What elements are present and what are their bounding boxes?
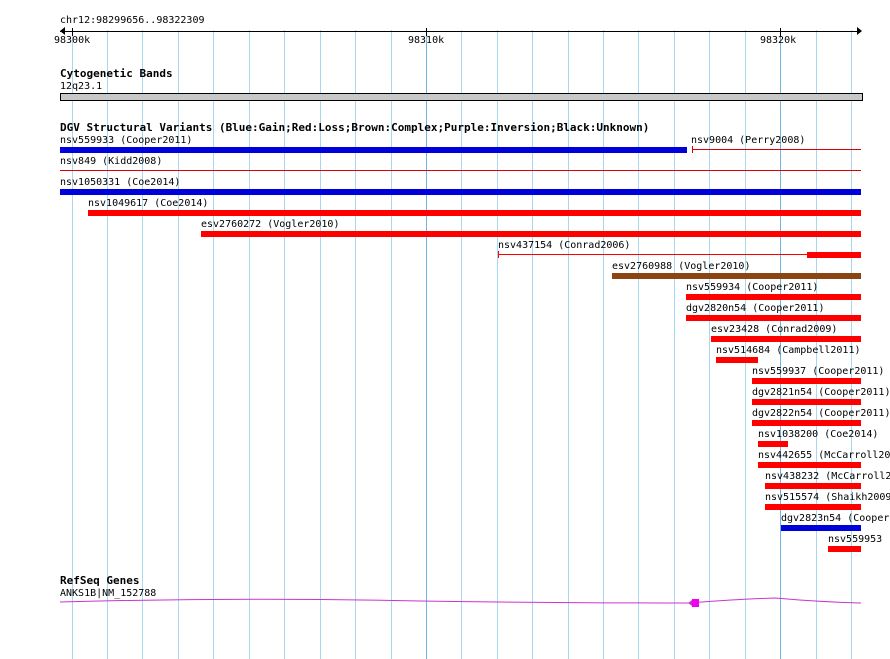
variant-bar[interactable]: [752, 420, 861, 426]
variant-label[interactable]: nsv559953 (: [828, 534, 890, 545]
variant-label[interactable]: nsv1049617 (Coe2014): [88, 198, 209, 209]
variant-bar[interactable]: [88, 210, 861, 216]
track-title-cytobands[interactable]: Cytogenetic Bands: [60, 67, 173, 80]
variant-line[interactable]: [692, 149, 861, 150]
variant-bar[interactable]: [807, 252, 861, 258]
region-label: chr12:98299656..98322309: [60, 15, 205, 26]
track-title-refseq[interactable]: RefSeq Genes: [60, 574, 140, 587]
variant-bar[interactable]: [711, 336, 861, 342]
variant-line[interactable]: [498, 254, 808, 255]
gene-model[interactable]: [0, 590, 890, 620]
ruler-tick-label: 98300k: [54, 35, 91, 46]
variant-label[interactable]: nsv442655 (McCarroll20: [758, 450, 890, 461]
variant-label[interactable]: nsv849 (Kidd2008): [60, 156, 163, 167]
variant-label[interactable]: dgv2822n54 (Cooper2011): [752, 408, 890, 419]
variant-line-end: [692, 146, 693, 153]
variant-bar[interactable]: [612, 273, 861, 279]
ruler-tick: [426, 28, 427, 36]
variant-label[interactable]: esv2760272 (Vogler2010): [201, 219, 340, 230]
variant-bar[interactable]: [686, 315, 861, 321]
variant-bar[interactable]: [201, 231, 861, 237]
variant-bar[interactable]: [686, 294, 861, 300]
variant-label[interactable]: dgv2821n54 (Cooper2011): [752, 387, 890, 398]
variant-bar[interactable]: [781, 525, 861, 531]
variant-bar[interactable]: [758, 462, 861, 468]
ruler-line: [60, 31, 861, 32]
variant-bar[interactable]: [758, 441, 788, 447]
ruler-tick-label: 98320k: [760, 35, 797, 46]
variant-bar[interactable]: [60, 147, 687, 153]
variant-label[interactable]: dgv2820n54 (Cooper2011): [686, 303, 825, 314]
ruler-tick: [780, 28, 781, 36]
variant-bar[interactable]: [60, 189, 861, 195]
variant-label[interactable]: nsv9004 (Perry2008): [691, 135, 806, 146]
ruler-tick: [72, 28, 73, 36]
variant-label[interactable]: nsv559934 (Cooper2011): [686, 282, 819, 293]
gene-label[interactable]: ANKS1B|NM_152788: [60, 588, 157, 599]
ruler-tick-label: 98310k: [408, 35, 445, 46]
cytoband-bar[interactable]: [60, 93, 863, 101]
variant-line-end: [498, 251, 499, 258]
variant-label[interactable]: nsv514684 (Campbell2011): [716, 345, 861, 356]
track-title-dgv[interactable]: DGV Structural Variants (Blue:Gain;Red:L…: [60, 121, 650, 134]
variant-label[interactable]: nsv559937 (Cooper2011): [752, 366, 885, 377]
variant-bar[interactable]: [752, 378, 861, 384]
variant-bar[interactable]: [828, 546, 861, 552]
variant-bar[interactable]: [765, 504, 861, 510]
ruler-arrow-left: [60, 27, 65, 35]
variant-label[interactable]: nsv438232 (McCarroll2: [765, 471, 890, 482]
variant-label[interactable]: nsv437154 (Conrad2006): [498, 240, 631, 251]
variant-label[interactable]: nsv515574 (Shaikh2009: [765, 492, 890, 503]
variant-line[interactable]: [60, 170, 861, 171]
variant-bar[interactable]: [752, 399, 861, 405]
variant-label[interactable]: nsv1050331 (Coe2014): [60, 177, 181, 188]
ruler-arrow-right: [857, 27, 862, 35]
variant-bar[interactable]: [765, 483, 861, 489]
variant-label[interactable]: dgv2823n54 (Cooper2: [781, 513, 890, 524]
variant-label[interactable]: esv23428 (Conrad2009): [711, 324, 838, 335]
variant-label[interactable]: esv2760988 (Vogler2010): [612, 261, 751, 272]
variant-label[interactable]: nsv559933 (Cooper2011): [60, 135, 193, 146]
variant-label[interactable]: nsv1038200 (Coe2014): [758, 429, 879, 440]
variant-bar[interactable]: [716, 357, 758, 363]
cytoband-label: 12q23.1: [60, 81, 103, 92]
